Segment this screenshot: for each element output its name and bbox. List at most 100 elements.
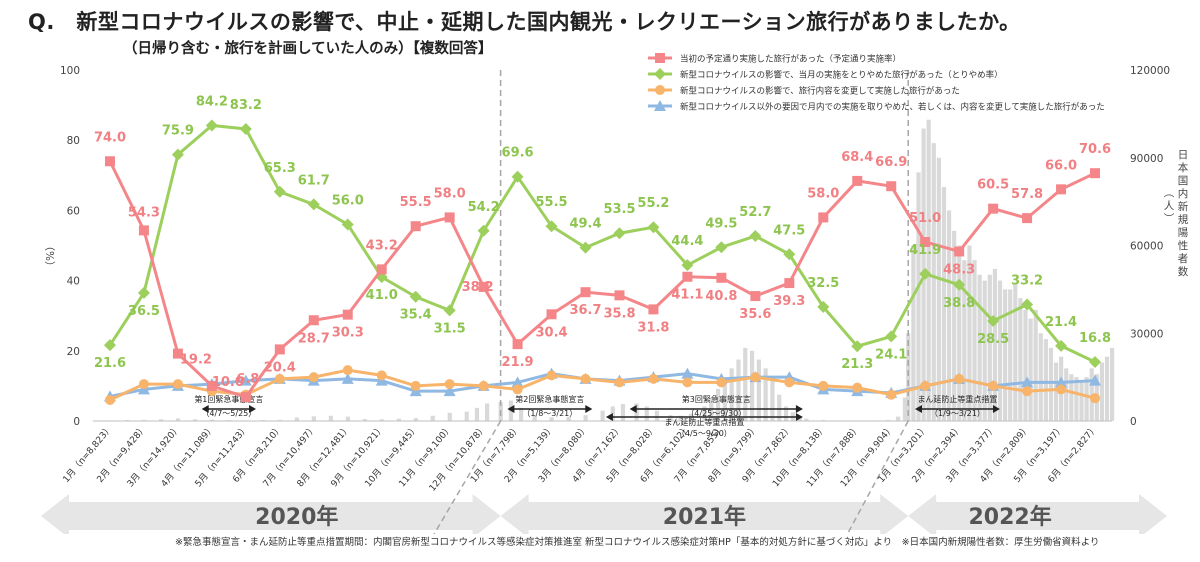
cases-bar [997,280,1003,421]
cases-bar [926,119,931,421]
cases-bar [141,419,147,421]
cases-bar [209,419,215,421]
year-divider-slant [433,420,502,534]
data-point [682,271,693,282]
data-label: 68.4 [841,150,873,165]
data-label: 41.9 [909,243,941,258]
data-point [274,373,285,384]
cases-bar [1038,333,1043,421]
data-point [308,372,319,383]
cases-bar [906,333,911,421]
data-label: 48.3 [943,262,975,277]
cases-bar [654,410,660,421]
data-point [138,379,149,390]
cases-bar [430,415,435,421]
cases-bar [1104,356,1110,421]
data-label: 51.0 [909,211,941,226]
series-line [109,368,1096,402]
data-point [205,119,218,132]
period-dates: （1/9〜3/21） [930,409,985,418]
cases-bar [1069,374,1074,421]
cases-bar [1043,339,1048,421]
cases-bar [668,415,673,421]
period-label: 第3回緊急事態宣言 [682,394,751,404]
data-label: 61.7 [298,173,330,188]
data-label: 35.4 [400,308,432,323]
data-point [478,380,489,391]
data-label: 38.8 [943,296,975,311]
data-label: 24.1 [875,347,907,362]
cases-bar [783,406,789,421]
chart-subtitle: （日帰り含む・旅行を計画していた人のみ）【複数回答】 [123,41,493,57]
cases-bar [620,404,626,421]
cases-bar [1028,318,1033,421]
data-label: 83.2 [230,98,262,113]
period-arrowhead [201,405,209,413]
data-point [376,370,387,381]
data-point [341,372,354,384]
legend: 当初の予定通り実施した旅行があった（予定通り実施率） 新型コロナウイルスの影響で、… [648,53,1105,113]
series-line [108,123,1096,364]
data-point [920,380,931,391]
data-point [647,221,660,234]
cases-bar [1018,298,1023,421]
data-label: 28.7 [298,331,330,346]
data-point [478,281,489,292]
data-point [750,291,761,302]
data-point [750,372,761,383]
cases-bar [549,417,554,421]
data-point [239,122,252,135]
data-point [240,392,251,403]
period-arrowhead [507,405,515,413]
cases-bar [600,410,605,421]
data-label: 41.0 [366,288,398,303]
data-label: 66.0 [1045,158,1077,173]
year-arrow [908,494,1167,534]
data-point [886,389,897,400]
cases-bar [777,394,782,421]
data-point [206,380,217,391]
y2-axis-title: 日本国内新規陽性者数︵人︶ [1164,149,1189,278]
data-point [1055,376,1068,388]
year-label: 2022年 [968,504,1051,530]
cases-bar [763,368,768,421]
cases-bar [957,245,962,421]
data-point [1090,168,1101,179]
data-point [988,380,999,391]
period-annotations: 第1回緊急事態宣言 （4/7〜5/25） 第2回緊急事態宣言 （1/8〜3/21） 第3… [194,394,1000,438]
cases-bar [982,280,987,421]
cases-bar [946,210,952,421]
year-arrow [500,494,909,534]
data-point [1022,213,1033,224]
data-point [512,339,523,350]
data-point [954,246,965,257]
data-point [654,100,666,111]
data-label: 36.5 [128,304,160,319]
period-dates: （1/8〜3/21） [522,409,577,418]
cases-bar [1053,362,1059,421]
data-label: 33.2 [1011,273,1043,288]
data-labels: 74.054.319.210.06.820.428.7 30.343.255.55… [94,94,1111,389]
cases-bar [532,415,537,421]
data-point [512,384,523,395]
data-label: 49.4 [569,217,601,232]
data-point [410,380,421,391]
cases-bar [583,415,588,421]
data-point [443,385,456,397]
data-label: 56.0 [332,193,364,208]
period-arrowhead [585,405,593,413]
data-label: 69.6 [502,146,534,161]
legend-label: 当初の予定通り実施した旅行があった（予定通り実施率） [680,54,901,65]
cases-bar [941,187,947,421]
cases-bar [931,143,936,421]
cases-bar [413,418,418,421]
data-label: 39.3 [773,294,805,309]
y2-tick-label: 0 [1130,416,1137,428]
data-point [681,367,694,379]
period-label: まん延防止等重点措置 [664,417,744,427]
y-axis-title: （%） [43,241,55,272]
y-tick-label: 80 [67,135,80,147]
data-label: 58.0 [434,186,466,201]
data-label: 35.8 [603,306,635,321]
data-point [614,290,625,301]
